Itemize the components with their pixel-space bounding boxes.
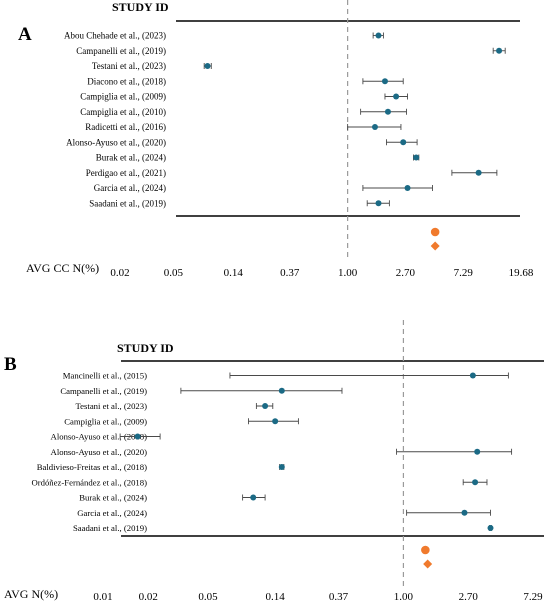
point-estimate [375,32,382,39]
study-row: Campiglia et al., (2009) [64,416,299,426]
x-tick-label: 0.05 [198,591,218,603]
study-row: Campanelli et al., (2019) [76,46,506,56]
study-label: Alonso-Ayuso et al., (2018) [51,432,148,442]
x-tick-label: 0.37 [280,267,300,279]
x-tick-label: 19.68 [509,267,534,279]
study-label: Alonso-Ayuso et al., (2020) [66,137,166,147]
point-estimate [400,139,407,146]
x-tick-label: 2.70 [396,267,416,279]
study-label: Garcia et al., (2024) [94,183,166,193]
study-row: Mancinelli et al., (2015) [63,371,509,381]
point-estimate [496,47,503,54]
study-row: Perdigao et al., (2021) [86,168,498,178]
study-row: Alonso-Ayuso et al., (2018) [51,432,161,442]
study-label: Baldivieso-Freitas et al., (2018) [37,462,147,472]
study-label: Saadani et al., (2019) [89,198,166,208]
point-estimate [134,433,141,440]
study-label: Campanelli et al., (2019) [76,46,166,56]
point-estimate [371,124,378,130]
study-row: Abou Chehade et al., (2023) [64,31,384,41]
study-row: Baldivieso-Freitas et al., (2018) [37,462,285,472]
point-estimate [250,494,257,501]
study-label: Garcia et al., (2024) [77,508,147,518]
x-tick-label: 1.00 [338,267,358,279]
point-estimate [487,525,494,531]
study-row: Diacono et al., (2018) [87,76,404,86]
study-label: Ordóñez-Fernández et al., (2018) [31,477,147,487]
point-estimate [278,387,285,394]
x-tick-label: 0.14 [266,591,286,603]
point-estimate [272,418,279,425]
point-estimate [381,78,388,85]
point-estimate [474,448,481,455]
point-estimate [278,464,285,470]
study-row: Campanelli et al., (2019) [60,386,343,396]
study-row: Ordóñez-Fernández et al., (2018) [31,477,488,487]
panel-label: B [4,354,17,375]
x-tick-label: 7.29 [454,267,474,279]
x-tick-label: 1.00 [394,591,414,603]
x-tick-label: 2.70 [459,591,479,603]
panel-b: B STUDY ID Mancinelli et al., (2015) Campan… [4,320,544,603]
summary-diamond [423,559,433,569]
study-row: Campiglia et al., (2010) [80,107,407,117]
point-estimate [413,154,420,161]
point-estimate [404,185,411,191]
study-row: Alonso-Ayuso et al., (2020) [66,137,418,147]
study-row: Burak et al., (2024) [96,153,420,163]
panel-label: A [18,24,32,45]
study-row: Testani et al., (2023) [92,61,212,71]
study-label: Testani et al., (2023) [92,61,166,71]
summary-circle [421,545,430,555]
study-row: Campiglia et al., (2009) [80,92,408,102]
point-estimate [384,108,391,115]
point-estimate [469,372,476,379]
study-row: Burak et al., (2024) [79,493,266,503]
x-axis-label: AVG N(%) [4,587,58,601]
summary-circle [430,227,440,237]
column-header: STUDY ID [117,341,174,355]
study-row: Testani et al., (2023) [75,401,274,411]
x-tick-label: 7.29 [523,591,543,603]
x-tick-label: 0.02 [139,591,158,603]
study-label: Radicetti et al., (2016) [85,122,166,132]
study-label: Testani et al., (2023) [75,401,147,411]
x-axis-label: AVG CC N(%) [26,261,99,275]
point-estimate [475,169,482,176]
study-label: Campanelli et al., (2019) [60,386,147,396]
study-label: Perdigao et al., (2021) [86,168,166,178]
x-tick-label: 0.02 [110,267,129,279]
study-row: Saadani et al., (2019) [73,523,494,533]
study-row: Garcia et al., (2024) [77,508,491,518]
study-row: Alonso-Ayuso et al., (2020) [51,447,513,457]
x-tick-label: 0.01 [93,591,112,603]
study-label: Campiglia et al., (2009) [80,92,166,102]
point-estimate [472,479,479,486]
study-label: Abou Chehade et al., (2023) [64,31,166,41]
point-estimate [262,403,269,409]
study-row: Saadani et al., (2019) [89,198,390,208]
study-label: Diacono et al., (2018) [87,76,166,86]
study-label: Burak et al., (2024) [96,153,166,163]
point-estimate [375,200,382,207]
point-estimate [204,63,211,69]
column-header: STUDY ID [112,0,169,14]
x-tick-label: 0.05 [164,267,184,279]
study-row: Garcia et al., (2024) [94,183,433,193]
point-estimate [393,93,400,100]
point-estimate [461,509,468,516]
summary-diamond [430,241,440,251]
study-label: Campiglia et al., (2010) [80,107,166,117]
x-tick-label: 0.14 [224,267,244,279]
panel-a: A STUDY ID Abou Chehade et al., (2023) Camp… [18,0,534,279]
study-label: Burak et al., (2024) [79,493,147,503]
x-tick-label: 0.37 [329,591,349,603]
study-row: Radicetti et al., (2016) [85,122,402,132]
study-label: Saadani et al., (2019) [73,523,147,533]
study-label: Alonso-Ayuso et al., (2020) [51,447,148,457]
study-label: Campiglia et al., (2009) [64,416,147,426]
study-label: Mancinelli et al., (2015) [63,371,147,381]
